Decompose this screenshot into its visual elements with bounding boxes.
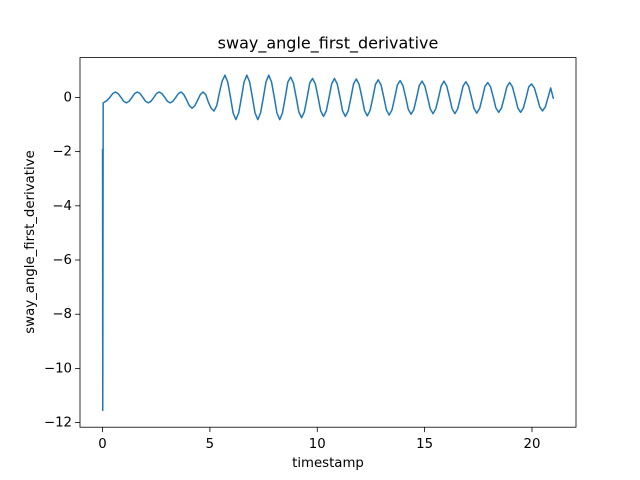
- x-tick-label: 5: [206, 437, 214, 452]
- y-tick-label: −2: [52, 145, 72, 160]
- x-axis-label: timestamp: [292, 456, 364, 471]
- y-tick-label: −10: [44, 361, 72, 376]
- x-tick-label: 20: [524, 437, 541, 452]
- data-line: [101, 74, 555, 412]
- y-axis-label: sway_angle_first_derivative: [23, 150, 38, 333]
- y-tick-label: −4: [52, 199, 72, 214]
- y-tick-label: 0: [64, 90, 72, 105]
- x-tick-label: 10: [309, 437, 326, 452]
- plot-frame: [79, 57, 577, 428]
- y-tick-label: −6: [52, 253, 72, 268]
- x-tick-label: 15: [416, 437, 433, 452]
- x-tick-label: 0: [98, 437, 106, 452]
- y-tick-label: −8: [52, 307, 72, 322]
- chart-title: sway_angle_first_derivative: [218, 34, 439, 54]
- y-tick-label: −12: [44, 416, 72, 431]
